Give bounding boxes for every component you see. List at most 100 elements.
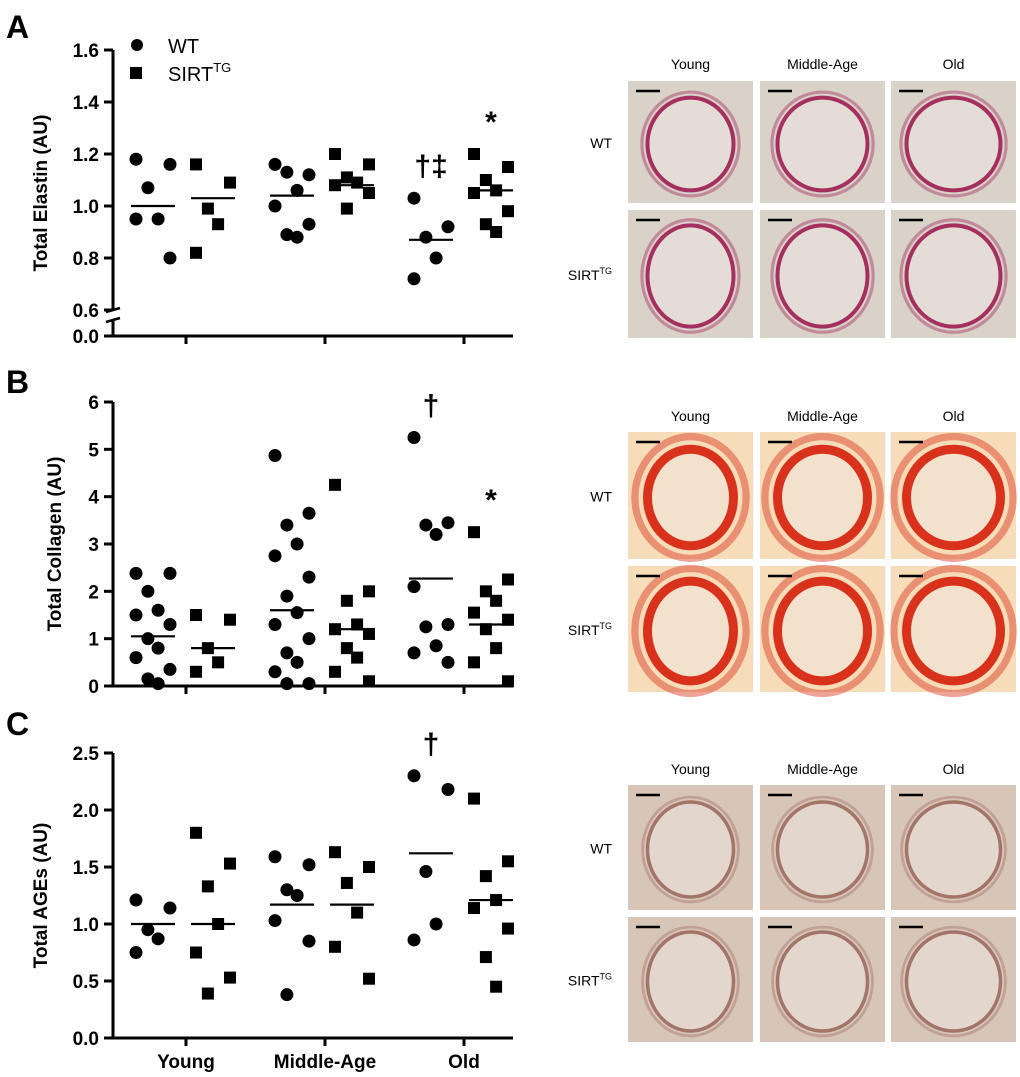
y-tick-label: 3 [88, 535, 99, 556]
data-point-wt [280, 646, 294, 660]
data-point-sirt [468, 902, 480, 915]
legend-sirt-marker [130, 67, 142, 79]
vessel-adventitia [640, 90, 741, 198]
data-point-wt [302, 217, 316, 231]
vessel-wall [775, 223, 870, 329]
micrograph-col-label: Young [671, 408, 710, 424]
micrograph-col-label: Middle-Age [787, 408, 858, 424]
data-point-sirt [502, 161, 514, 173]
y-tick-label: 0 [88, 677, 99, 698]
data-point-sirt [468, 792, 480, 805]
vessel-adventitia [631, 564, 750, 698]
data-point-sirt [468, 148, 480, 160]
data-point-sirt [468, 656, 480, 669]
micrograph-row-label-base: WT [590, 841, 612, 857]
data-point-wt [419, 620, 433, 634]
data-point-wt [141, 181, 155, 195]
data-point-sirt [502, 855, 514, 868]
micrograph-row-label-base: SIRT [568, 622, 600, 638]
micrograph-col-label: Old [943, 56, 965, 72]
micrograph-panel-c: Young Middle-Age Old WT SIRTTG [568, 761, 1016, 1042]
data-point-wt [290, 183, 304, 197]
panel-letter: B [6, 364, 29, 400]
vessel-wall [645, 800, 736, 899]
data-point-wt [268, 549, 282, 563]
micrograph-row-label-base: WT [590, 135, 612, 151]
micrograph-row-label: SIRTTG [568, 621, 612, 638]
y-tick-label: 1.0 [73, 915, 99, 936]
micrograph-col-label: Old [943, 408, 965, 424]
data-point-wt [419, 865, 433, 879]
panel-letter: C [6, 706, 29, 742]
data-point-wt [268, 850, 282, 864]
data-point-sirt [502, 922, 514, 935]
micrograph-col-label: Old [943, 761, 965, 777]
vessel-wall [645, 930, 736, 1033]
data-point-sirt [502, 205, 514, 218]
data-point-wt [129, 651, 143, 665]
vessel-wall [775, 800, 870, 899]
data-point-sirt [363, 627, 375, 640]
data-point-sirt [329, 478, 341, 491]
data-point-sirt [351, 906, 364, 919]
y-tick-label: 0.0 [73, 1029, 99, 1050]
data-point-sirt [490, 980, 503, 993]
data-point-sirt [190, 946, 202, 959]
x-category-label: Young [157, 1052, 215, 1073]
data-point-wt [407, 580, 421, 594]
data-point-wt [129, 152, 143, 166]
data-point-wt [441, 655, 455, 669]
data-point-wt [129, 946, 143, 959]
data-point-sirt [340, 202, 353, 215]
significance-annotation: * [485, 106, 497, 139]
data-point-wt [163, 662, 177, 676]
data-point-wt [280, 883, 294, 897]
data-point-sirt [329, 665, 341, 678]
data-point-wt [280, 589, 294, 603]
vessel-adventitia [641, 795, 740, 904]
data-point-wt [407, 933, 421, 947]
data-point-wt [290, 655, 304, 669]
y-tick-label: 0.6 [73, 301, 99, 322]
data-point-sirt [490, 642, 503, 655]
data-point-sirt [190, 826, 202, 839]
data-point-wt [419, 518, 433, 532]
axis-break-mark [105, 316, 121, 324]
data-point-wt [129, 566, 143, 580]
vessel-wall [643, 444, 738, 551]
y-tick-label: 2.5 [73, 744, 100, 765]
micrograph-panel-a: Young Middle-Age Old WT SIRTTG [568, 56, 1016, 338]
panel-c-chart: C Total AGEs (AU) 2.5 2.0 1.5 1.0 0.5 0.0 † Young… [6, 706, 514, 1073]
data-point-wt [429, 639, 443, 653]
data-point-sirt [340, 876, 353, 889]
data-point-wt [407, 769, 421, 783]
vessel-wall [645, 95, 736, 193]
y-tick-label: 0.5 [73, 972, 100, 993]
micrograph-row-label: SIRTTG [568, 972, 612, 989]
data-point-wt [441, 617, 455, 631]
panel-letter: A [6, 9, 29, 45]
data-point-sirt [479, 623, 492, 636]
vessel-adventitia [631, 433, 750, 562]
data-point-sirt [340, 642, 353, 655]
data-point-wt [163, 566, 177, 580]
data-point-wt [141, 672, 155, 686]
vessel-wall [773, 576, 872, 686]
data-point-wt [302, 570, 316, 584]
data-point-sirt [351, 618, 364, 631]
data-point-wt [268, 157, 282, 171]
y-axis-label: Total Collagen (AU) [45, 457, 66, 632]
data-point-wt [407, 191, 421, 205]
data-point-wt [163, 901, 177, 915]
data-point-wt [151, 677, 165, 691]
legend-sirt-sup: TG [213, 60, 231, 75]
data-point-wt [441, 782, 455, 796]
data-point-sirt [468, 526, 480, 539]
legend-sirt-label: SIRTTG [168, 60, 231, 86]
data-point-sirt [363, 861, 375, 873]
vessel-wall [773, 444, 872, 551]
significance-annotation: † [423, 728, 440, 761]
micrograph-col-label: Middle-Age [787, 56, 858, 72]
data-point-sirt [363, 158, 375, 171]
